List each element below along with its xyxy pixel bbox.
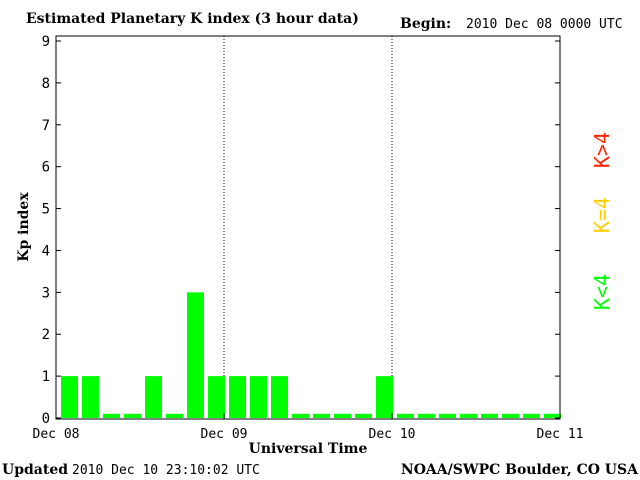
kp-bar <box>523 413 540 418</box>
begin-label: Begin: <box>400 16 451 32</box>
kp-bar <box>61 376 78 418</box>
y-tick-label: 0 <box>42 411 50 427</box>
kp-bar <box>481 413 498 418</box>
legend-high: K>4 <box>590 132 614 168</box>
kp-bar <box>82 376 99 418</box>
y-tick-label: 7 <box>42 118 50 134</box>
updated-label: Updated <box>2 462 68 478</box>
x-tick-label: Dec 09 <box>201 427 248 442</box>
kp-bars <box>61 292 561 418</box>
kp-bar <box>439 413 456 418</box>
y-tick-label: 1 <box>42 369 50 385</box>
kp-bar <box>145 376 162 418</box>
y-tick-label: 9 <box>42 34 50 50</box>
kp-bar <box>376 376 393 418</box>
y-tick-label: 6 <box>42 160 50 176</box>
x-axis-ticks: Dec 08 Dec 09 Dec 10 Dec 11 <box>33 413 584 442</box>
kp-bar <box>502 413 519 418</box>
kp-bar <box>460 413 477 418</box>
legend-mid: K=4 <box>590 197 614 233</box>
kp-bar <box>124 413 141 418</box>
plot-frame <box>55 35 561 420</box>
kp-bar <box>355 413 372 418</box>
begin-value: 2010 Dec 08 0000 UTC <box>466 17 623 32</box>
kp-bar <box>418 413 435 418</box>
x-tick-label: Dec 08 <box>33 427 80 442</box>
kp-bar <box>334 413 351 418</box>
kp-bar <box>544 413 561 418</box>
y-tick-label: 5 <box>42 202 50 218</box>
chart-title: Estimated Planetary K index (3 hour data… <box>26 11 359 27</box>
y-axis-label: Kp index <box>16 192 32 262</box>
y-tick-label: 8 <box>42 76 50 92</box>
y-tick-label: 4 <box>42 243 50 259</box>
kp-bar <box>166 413 183 418</box>
y-tick-label: 3 <box>42 285 50 301</box>
kp-bar <box>313 413 330 418</box>
x-tick-label: Dec 11 <box>537 427 584 442</box>
kp-bar <box>187 292 204 418</box>
legend-low: K<4 <box>590 274 614 310</box>
credit-text: NOAA/SWPC Boulder, CO USA <box>401 462 639 478</box>
kp-bar <box>397 413 414 418</box>
updated-value: 2010 Dec 10 23:10:02 UTC <box>72 463 260 478</box>
kp-bar <box>250 376 267 418</box>
kp-bar <box>292 413 309 418</box>
kp-bar <box>103 413 120 418</box>
kp-bar <box>208 376 225 418</box>
x-tick-label: Dec 10 <box>369 427 416 442</box>
kp-bar <box>229 376 246 418</box>
x-axis-label: Universal Time <box>249 441 368 457</box>
kp-bar <box>271 376 288 418</box>
day-separators <box>223 36 393 419</box>
y-axis-ticks: 0 1 2 3 4 5 6 7 8 9 <box>42 34 560 427</box>
y-tick-label: 2 <box>42 327 50 343</box>
